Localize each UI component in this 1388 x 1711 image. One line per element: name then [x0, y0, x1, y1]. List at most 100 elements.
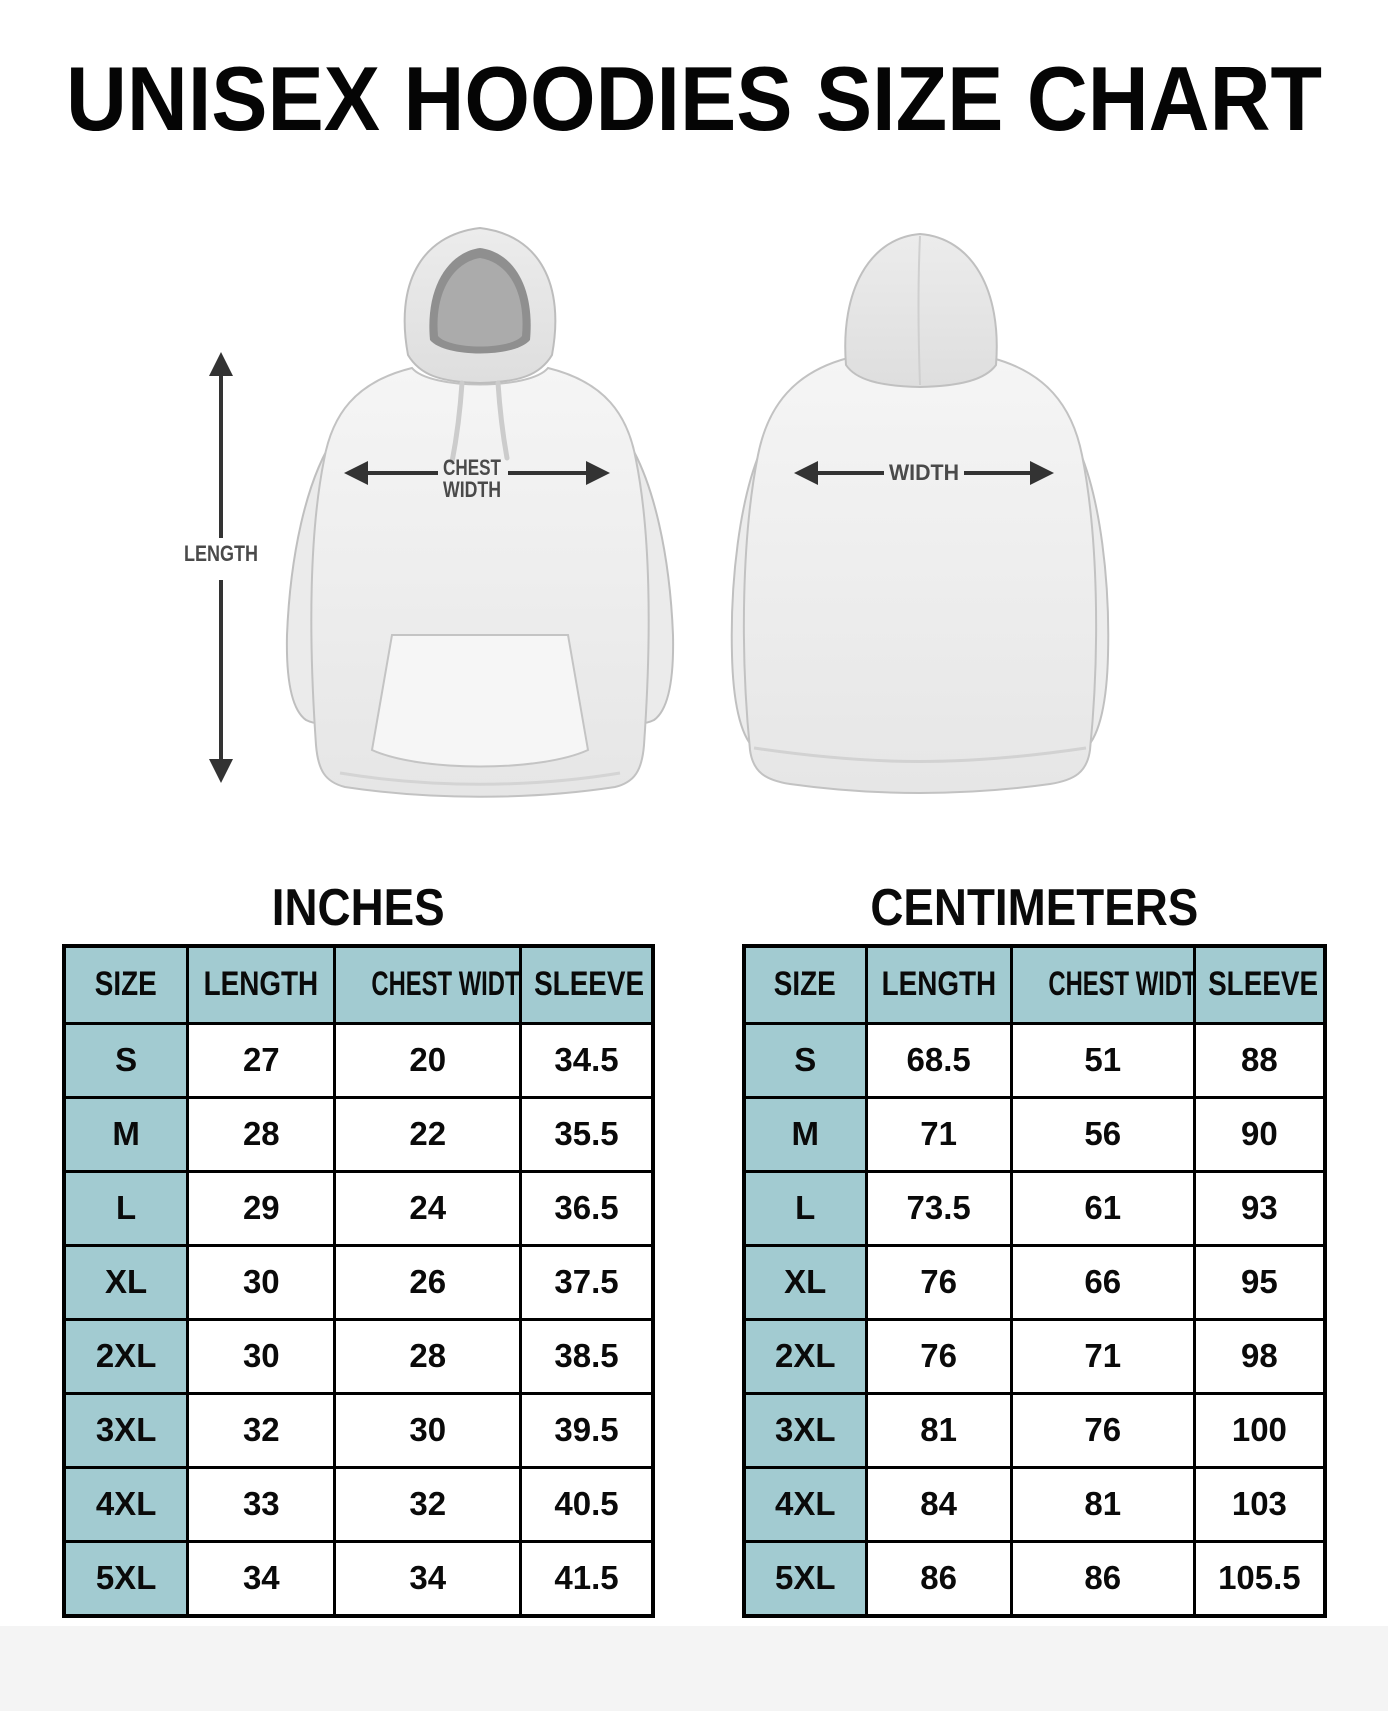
length-arrow — [209, 352, 233, 783]
table-row: 4XL 33 32 40.5 — [62, 1465, 655, 1543]
table-row: M 28 22 35.5 — [62, 1095, 655, 1173]
size-cell: M — [62, 1095, 190, 1173]
title-area: UNISEX HOODIES SIZE CHART — [66, 49, 1322, 150]
value-cell: 34 — [333, 1539, 522, 1618]
back-hoodie-illustration — [730, 232, 1110, 794]
size-cell: S — [742, 1021, 868, 1099]
value-cell: 28 — [186, 1095, 337, 1173]
back-width-label: WIDTH — [889, 460, 959, 485]
table-row: S 68.5 51 88 — [742, 1021, 1327, 1099]
value-cell: 71 — [1009, 1317, 1196, 1395]
value-cell: 95 — [1192, 1243, 1327, 1321]
table-row: XL 30 26 37.5 — [62, 1243, 655, 1321]
value-cell: 26 — [333, 1243, 522, 1321]
value-cell: 40.5 — [518, 1465, 655, 1543]
column-header-sleeve: SLEEVE — [1192, 944, 1327, 1025]
size-cell: 5XL — [62, 1539, 190, 1618]
value-cell: 29 — [186, 1169, 337, 1247]
table-row: L 73.5 61 93 — [742, 1169, 1327, 1247]
table-row: 4XL 84 81 103 — [742, 1465, 1327, 1543]
table-row: XL 76 66 95 — [742, 1243, 1327, 1321]
value-cell: 81 — [864, 1391, 1013, 1469]
table-row: 2XL 30 28 38.5 — [62, 1317, 655, 1395]
value-cell: 76 — [864, 1317, 1013, 1395]
table-row: S 27 20 34.5 — [62, 1021, 655, 1099]
value-cell: 34.5 — [518, 1021, 655, 1099]
size-cell: 2XL — [742, 1317, 868, 1395]
size-cell: 5XL — [742, 1539, 868, 1618]
value-cell: 33 — [186, 1465, 337, 1543]
value-cell: 38.5 — [518, 1317, 655, 1395]
value-cell: 103 — [1192, 1465, 1327, 1543]
table-header-row: SIZE LENGTH CHEST WIDTH SLEEVE — [742, 944, 1327, 1025]
size-cell: XL — [62, 1243, 190, 1321]
value-cell: 56 — [1009, 1095, 1196, 1173]
column-header-chest-width: CHEST WIDTH — [1009, 944, 1196, 1025]
value-cell: 68.5 — [864, 1021, 1013, 1099]
value-cell: 37.5 — [518, 1243, 655, 1321]
value-cell: 76 — [864, 1243, 1013, 1321]
table-row: 3XL 81 76 100 — [742, 1391, 1327, 1469]
size-cell: 3XL — [62, 1391, 190, 1469]
value-cell: 30 — [186, 1317, 337, 1395]
column-header-sleeve: SLEEVE — [518, 944, 655, 1025]
value-cell: 30 — [333, 1391, 522, 1469]
value-cell: 32 — [186, 1391, 337, 1469]
value-cell: 41.5 — [518, 1539, 655, 1618]
table-row: 5XL 34 34 41.5 — [62, 1539, 655, 1618]
value-cell: 20 — [333, 1021, 522, 1099]
value-cell: 51 — [1009, 1021, 1196, 1099]
value-cell: 86 — [1009, 1539, 1196, 1618]
column-header-length: LENGTH — [186, 944, 337, 1025]
table-row: 3XL 32 30 39.5 — [62, 1391, 655, 1469]
value-cell: 66 — [1009, 1243, 1196, 1321]
table-row: L 29 24 36.5 — [62, 1169, 655, 1247]
value-cell: 90 — [1192, 1095, 1327, 1173]
size-cell: 4XL — [62, 1465, 190, 1543]
size-cell: S — [62, 1021, 190, 1099]
table-row: M 71 56 90 — [742, 1095, 1327, 1173]
inches-table: SIZE LENGTH CHEST WIDTH SLEEVE S 27 20 3… — [62, 944, 655, 1618]
value-cell: 86 — [864, 1539, 1013, 1618]
size-cell: 3XL — [742, 1391, 868, 1469]
value-cell: 93 — [1192, 1169, 1327, 1247]
value-cell: 27 — [186, 1021, 337, 1099]
value-cell: 81 — [1009, 1465, 1196, 1543]
hoodie-measurement-diagram: LENGTH CHEST WIDTH WIDTH — [184, 226, 1110, 798]
size-cell: 2XL — [62, 1317, 190, 1395]
value-cell: 71 — [864, 1095, 1013, 1173]
chest-width-label-line2: WIDTH — [443, 477, 501, 502]
size-cell: L — [62, 1169, 190, 1247]
value-cell: 105.5 — [1192, 1539, 1327, 1618]
value-cell: 36.5 — [518, 1169, 655, 1247]
value-cell: 30 — [186, 1243, 337, 1321]
value-cell: 22 — [333, 1095, 522, 1173]
value-cell: 34 — [186, 1539, 337, 1618]
size-cell: M — [742, 1095, 868, 1173]
value-cell: 73.5 — [864, 1169, 1013, 1247]
length-label: LENGTH — [184, 541, 258, 566]
inches-heading-text: INCHES — [272, 879, 445, 937]
chest-width-arrow — [344, 461, 610, 485]
size-cell: L — [742, 1169, 868, 1247]
column-header-length: LENGTH — [864, 944, 1013, 1025]
centimeters-table-container: SIZE LENGTH CHEST WIDTH SLEEVE S 68.5 51… — [742, 944, 1327, 1618]
column-header-chest-width: CHEST WIDTH — [333, 944, 522, 1025]
value-cell: 24 — [333, 1169, 522, 1247]
value-cell: 76 — [1009, 1391, 1196, 1469]
value-cell: 84 — [864, 1465, 1013, 1543]
chest-width-label-line1: CHEST — [443, 455, 501, 480]
front-hoodie-illustration — [285, 226, 675, 798]
inches-heading: INCHES — [62, 880, 655, 936]
centimeters-heading-text: CENTIMETERS — [870, 879, 1199, 937]
value-cell: 35.5 — [518, 1095, 655, 1173]
value-cell: 100 — [1192, 1391, 1327, 1469]
inches-table-container: SIZE LENGTH CHEST WIDTH SLEEVE S 27 20 3… — [62, 944, 655, 1618]
value-cell: 98 — [1192, 1317, 1327, 1395]
centimeters-table: SIZE LENGTH CHEST WIDTH SLEEVE S 68.5 51… — [742, 944, 1327, 1618]
value-cell: 28 — [333, 1317, 522, 1395]
column-header-size: SIZE — [742, 944, 868, 1025]
size-cell: 4XL — [742, 1465, 868, 1543]
value-cell: 61 — [1009, 1169, 1196, 1247]
